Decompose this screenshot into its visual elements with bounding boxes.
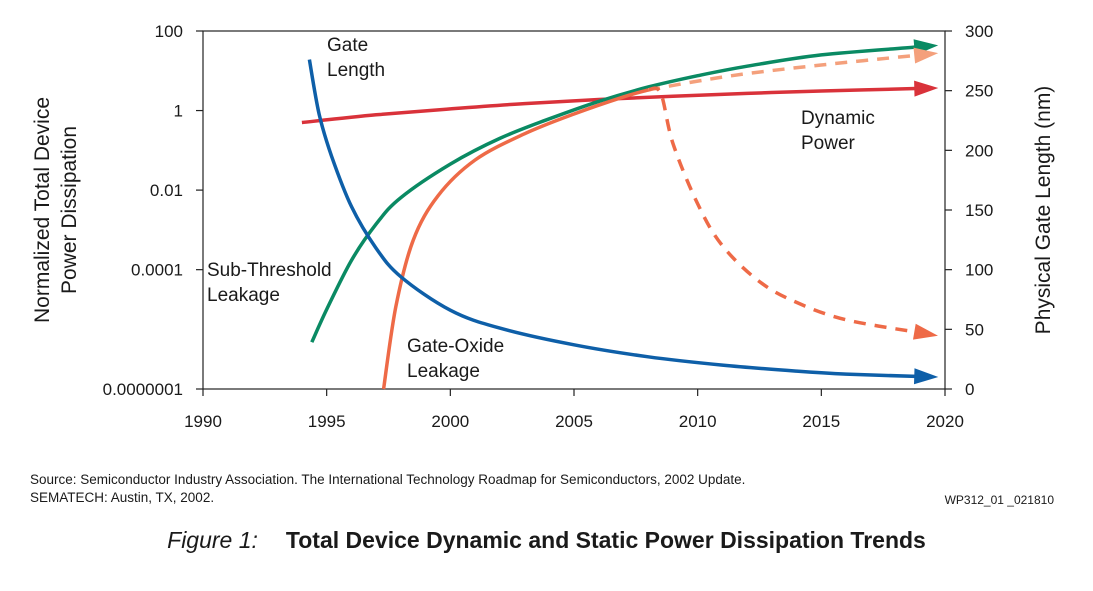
gate-length-label: Gate Length xyxy=(327,35,385,81)
x-tick-label: 2010 xyxy=(679,412,717,431)
sub-threshold-leakage-label-line: Sub-Threshold xyxy=(207,260,332,281)
arrows-layer xyxy=(913,39,939,385)
gate-length-line xyxy=(307,59,921,379)
y2-tick-label: 300 xyxy=(965,22,993,41)
series-layer xyxy=(301,45,921,390)
y-tick-label: 100 xyxy=(155,22,183,41)
gate-oxide-leakage-label-line: Leakage xyxy=(407,361,480,382)
gate-oxide-leakage-projected-high-k-arrowhead xyxy=(913,47,939,64)
source-line-1: Source: Semiconductor Industry Associati… xyxy=(30,472,746,487)
y2-tick-label: 100 xyxy=(965,261,993,280)
gate-oxide-leakage-line xyxy=(381,88,649,390)
x-tick-label: 2000 xyxy=(431,412,469,431)
y-tick-label: 0.0000001 xyxy=(103,380,183,399)
y2-tick-label: 0 xyxy=(965,380,974,399)
x-tick-label: 1995 xyxy=(308,412,346,431)
y-tick-label: 0.01 xyxy=(150,181,183,200)
source-line-2: SEMATECH: Austin, TX, 2002. xyxy=(30,490,215,505)
y-axis-title-line-1: Normalized Total Device xyxy=(31,97,54,323)
sub-threshold-leakage-label-line: Leakage xyxy=(207,285,280,306)
x-tick-label: 1990 xyxy=(184,412,222,431)
y-axis-title-line-2: Power Dissipation xyxy=(58,126,81,294)
gate-length-label-line: Length xyxy=(327,60,385,81)
figure-id: WP312_01 _021810 xyxy=(944,493,1054,507)
labels-layer: Normalized Total Device Power Dissipation… xyxy=(31,35,1055,382)
ticks-layer: 1990 1995 2000 2005 2010 2015 202010010.010.00… xyxy=(103,22,994,431)
gate-oxide-leakage-projected-drop-arrowhead xyxy=(913,323,938,340)
dynamic-power-label-line: Power xyxy=(801,133,856,154)
x-tick-label: 2015 xyxy=(802,412,840,431)
y-tick-label: 1 xyxy=(174,102,183,121)
dynamic-power-label: Dynamic Power xyxy=(801,108,875,154)
gate-oxide-leakage-projected-drop-line xyxy=(647,86,921,335)
y-tick-label: 0.0001 xyxy=(131,261,183,280)
x-tick-label: 2020 xyxy=(926,412,964,431)
sub-threshold-leakage-label: Sub-Threshold Leakage xyxy=(207,260,332,306)
y2-tick-label: 50 xyxy=(965,320,984,339)
power-dissipation-chart: 1990 1995 2000 2005 2010 2015 202010010.010.00… xyxy=(31,22,1055,431)
dynamic-power-label-line: Dynamic xyxy=(801,108,875,129)
y2-tick-label: 150 xyxy=(965,201,993,220)
dynamic-power-arrowhead xyxy=(914,80,939,97)
y2-tick-label: 250 xyxy=(965,82,993,101)
dynamic-power-line xyxy=(301,86,921,125)
gate-length-label-line: Gate xyxy=(327,35,368,56)
figure-caption: Figure 1: Total Device Dynamic and Static… xyxy=(0,527,1093,554)
y2-axis-title: Physical Gate Length (nm) xyxy=(1032,86,1055,335)
figure-number: Figure 1: xyxy=(167,527,258,553)
gate-oxide-leakage-label-line: Gate-Oxide xyxy=(407,336,504,357)
source-note: Source: Semiconductor Industry Associati… xyxy=(30,471,745,507)
gate-length-arrowhead xyxy=(914,368,939,385)
figure-title: Total Device Dynamic and Static Power Di… xyxy=(285,527,926,553)
gate-oxide-leakage-label: Gate-Oxide Leakage xyxy=(407,336,504,382)
y2-tick-label: 200 xyxy=(965,141,993,160)
y-axis-title: Normalized Total Device Power Dissipation xyxy=(31,97,81,323)
gate-oxide-leakage-projected-high-k-line xyxy=(647,53,921,92)
x-tick-label: 2005 xyxy=(555,412,593,431)
sub-threshold-leakage-line xyxy=(310,45,921,343)
